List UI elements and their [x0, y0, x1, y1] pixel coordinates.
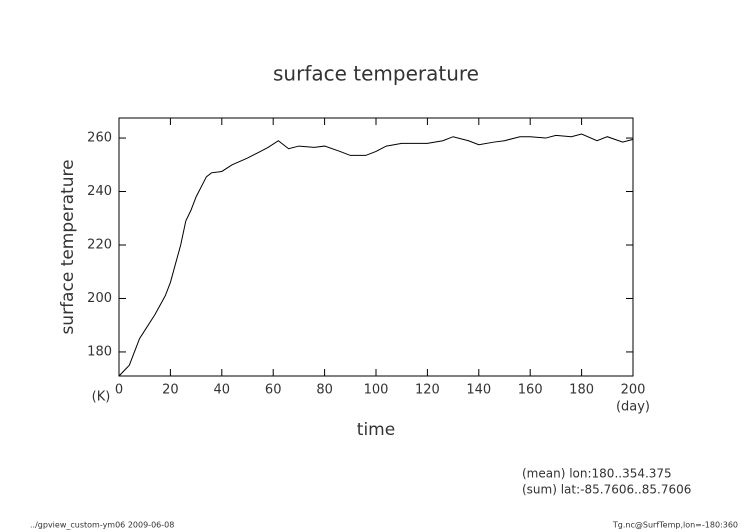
y-unit: (K) — [92, 390, 111, 405]
y-tick-label: 200 — [87, 291, 112, 306]
x-unit: (day) — [616, 400, 650, 415]
x-tick-label: 80 — [316, 383, 333, 398]
y-axis-label: surface temperature — [58, 159, 78, 334]
y-tick-label: 180 — [87, 344, 112, 359]
data-line — [118, 133, 634, 377]
x-tick-label: 140 — [466, 383, 491, 398]
plot-frame — [118, 117, 634, 377]
x-tick-label: 200 — [621, 383, 646, 398]
x-tick-label: 120 — [415, 383, 440, 398]
footer: Tg.nc@SurfTemp,lon=-180:360 — [612, 521, 738, 530]
x-tick-label: 60 — [265, 383, 282, 398]
y-tick-label: 260 — [87, 131, 112, 146]
y-tick-label: 240 — [87, 184, 112, 199]
x-tick-label: 20 — [162, 383, 179, 398]
x-axis-label: time — [357, 420, 395, 440]
annotation: (sum) lat:-85.7606..85.7606 — [522, 483, 691, 497]
x-tick-label: 160 — [518, 383, 543, 398]
annotation: (mean) lon:180..354.375 — [522, 467, 672, 481]
footer: ../gpview_custom-ym06 2009-06-08 — [30, 521, 174, 530]
chart-title: surface temperature — [273, 62, 479, 86]
x-tick-label: 180 — [569, 383, 594, 398]
y-tick-label: 220 — [87, 237, 112, 252]
x-tick-label: 0 — [115, 383, 123, 398]
x-tick-label: 40 — [214, 383, 231, 398]
x-tick-label: 100 — [364, 383, 389, 398]
